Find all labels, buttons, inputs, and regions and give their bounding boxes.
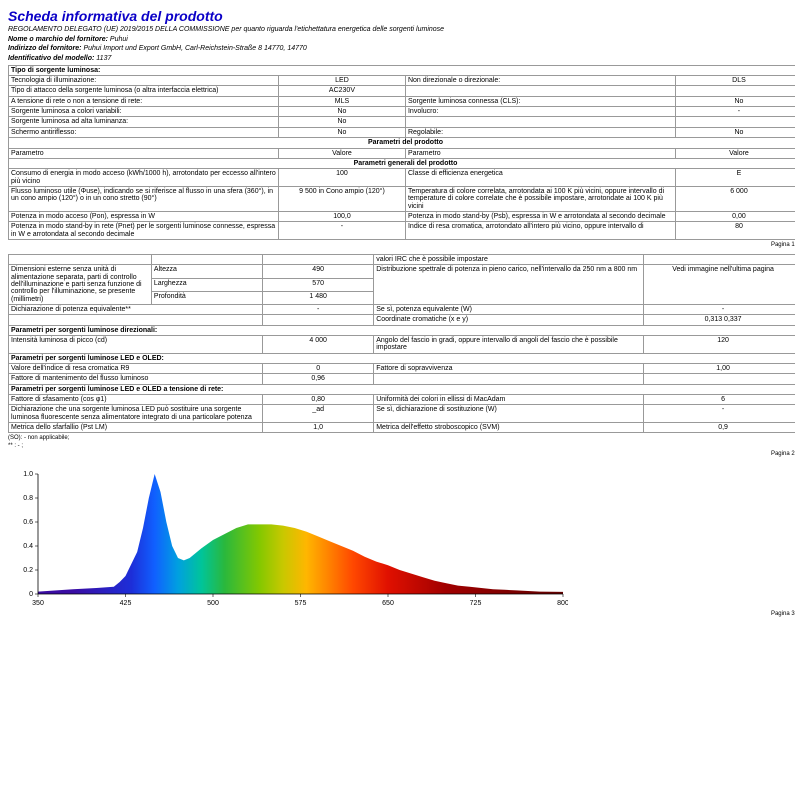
svg-text:1.0: 1.0 <box>23 471 33 478</box>
svg-text:425: 425 <box>120 600 132 607</box>
svg-text:350: 350 <box>32 600 44 607</box>
supplier-row: Nome o marchio del fornitore: Puhui <box>8 36 795 44</box>
page-title: Scheda informativa del prodotto <box>8 8 795 24</box>
svg-text:0.4: 0.4 <box>23 543 33 550</box>
svg-text:800: 800 <box>557 600 568 607</box>
svg-text:0.2: 0.2 <box>23 567 33 574</box>
product-table-1: Tipo di sorgente luminosa: Tecnologia di… <box>8 65 795 240</box>
svg-text:0: 0 <box>29 591 33 598</box>
page-2-num: Pagina 2 / 3 <box>8 451 795 457</box>
svg-text:725: 725 <box>470 600 482 607</box>
footnote-2: ** : - ; <box>8 443 795 449</box>
address-row: Indirizzo del fornitore: Puhui Import un… <box>8 45 795 53</box>
spectral-chart: 0 0.2 0.4 0.6 0.8 1.0 350 425 500 575 650 725 800 <box>8 469 568 609</box>
svg-text:0.6: 0.6 <box>23 519 33 526</box>
svg-text:575: 575 <box>295 600 307 607</box>
footnote-1: (SO): - non applicabile; <box>8 435 795 441</box>
svg-text:500: 500 <box>207 600 219 607</box>
regulation-text: REGOLAMENTO DELEGATO (UE) 2019/2015 DELL… <box>8 26 795 34</box>
svg-text:0.8: 0.8 <box>23 495 33 502</box>
page-3-num: Pagina 3 / 3 <box>8 611 795 617</box>
product-table-2: valori IRC che è possibile impostare Dim… <box>8 254 795 434</box>
page-1-num: Pagina 1 / 3 <box>8 242 795 248</box>
svg-text:650: 650 <box>382 600 394 607</box>
model-row: Identificativo del modello: 1137 <box>8 55 795 63</box>
